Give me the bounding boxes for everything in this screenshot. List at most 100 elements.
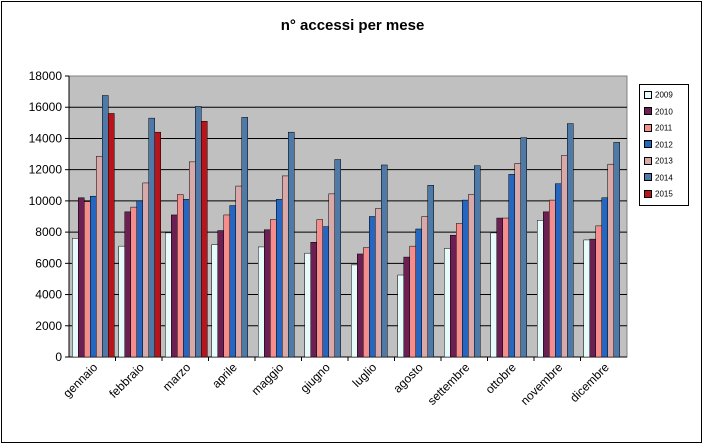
bar-2014-febbraio <box>148 117 155 358</box>
bar-2010-gennaio <box>78 197 85 358</box>
legend-swatch <box>644 156 652 165</box>
bar-2009-novembre <box>537 220 544 358</box>
legend-item-2013: 2013 <box>644 156 673 165</box>
bar-2013-dicembre <box>607 163 614 358</box>
legend-item-2011: 2011 <box>644 123 672 132</box>
legend-swatch <box>644 90 652 99</box>
bar-2014-ottobre <box>520 137 527 358</box>
bar-2010-febbraio <box>124 211 131 358</box>
legend-label: 2009 <box>655 90 673 100</box>
plot-area <box>68 75 628 358</box>
bar-2009-dicembre <box>583 239 590 358</box>
bar-2009-marzo <box>165 232 172 358</box>
bar-2011-gennaio <box>84 201 91 358</box>
legend-label: 2013 <box>655 156 673 166</box>
y-tick-label: 4000 <box>35 288 62 302</box>
bar-2013-ottobre <box>514 163 521 358</box>
bar-2013-febbraio <box>142 182 149 358</box>
bar-2013-novembre <box>561 155 568 358</box>
bar-2011-ottobre <box>502 217 509 358</box>
legend-label: 2012 <box>655 139 673 149</box>
x-tick-label: dicembre <box>567 360 612 405</box>
bar-2011-febbraio <box>130 206 137 358</box>
bar-2014-novembre <box>567 123 574 358</box>
y-tick-label: 6000 <box>35 256 62 270</box>
bar-2015-marzo <box>201 121 208 358</box>
bar-2011-marzo <box>177 194 184 358</box>
bar-2010-agosto <box>403 256 410 358</box>
bar-2010-giugno <box>310 242 317 358</box>
bar-2014-aprile <box>241 117 248 358</box>
bar-2012-luglio <box>369 216 376 358</box>
bar-2014-settembre <box>474 165 481 358</box>
legend-label: 2010 <box>655 106 673 116</box>
bar-2011-aprile <box>223 214 230 358</box>
legend-item-2012: 2012 <box>644 140 673 149</box>
y-tick-label: 10000 <box>29 194 63 208</box>
bar-2013-aprile <box>235 185 242 358</box>
legend-label: 2011 <box>655 123 673 133</box>
x-tick-label: maggio <box>249 360 287 398</box>
bar-2012-dicembre <box>601 197 608 358</box>
bar-2014-maggio <box>288 131 295 358</box>
legend-item-2014: 2014 <box>644 173 673 182</box>
bar-2009-febbraio <box>118 245 125 358</box>
legend: 2009 2010 2011 2012 2013 2014 2015 <box>639 84 689 206</box>
y-tick-label: 18000 <box>29 69 63 83</box>
bar-2013-maggio <box>282 175 289 358</box>
x-tick-label: novembre <box>518 360 566 408</box>
legend-label: 2015 <box>655 189 673 199</box>
bar-2012-aprile <box>229 205 236 358</box>
bar-2012-ottobre <box>508 174 515 358</box>
bar-2009-gennaio <box>72 238 79 358</box>
chart-title: n° accessi per mese <box>280 17 425 34</box>
bar-2014-giugno <box>334 159 341 358</box>
bar-2012-febbraio <box>136 200 143 358</box>
x-tick-label: settembre <box>425 360 473 408</box>
legend-item-2010: 2010 <box>644 107 673 116</box>
y-tick-label: 0 <box>55 350 62 364</box>
x-tick-label: aprile <box>209 360 240 391</box>
legend-item-2015: 2015 <box>644 189 673 198</box>
bar-2009-maggio <box>258 246 265 358</box>
bar-2013-giugno <box>328 193 335 358</box>
bar-2013-gennaio <box>96 156 103 358</box>
x-tick-label: marzo <box>160 360 194 394</box>
bar-2011-luglio <box>363 247 370 358</box>
bar-2013-agosto <box>421 216 428 358</box>
bar-2013-marzo <box>189 161 196 358</box>
bar-2014-dicembre <box>613 142 620 358</box>
bar-2012-gennaio <box>90 195 97 358</box>
y-tick-label: 16000 <box>29 100 63 114</box>
bar-2014-agosto <box>427 185 434 358</box>
x-tick-label: luglio <box>350 360 380 390</box>
bar-2009-settembre <box>444 248 451 358</box>
x-tick-label: gennaio <box>60 360 100 400</box>
bar-2013-settembre <box>468 194 475 358</box>
bar-2012-novembre <box>555 183 562 358</box>
legend-swatch <box>644 173 652 182</box>
bar-2014-gennaio <box>102 95 109 358</box>
bar-2010-dicembre <box>589 238 596 358</box>
bar-2010-ottobre <box>496 217 503 358</box>
bar-2012-agosto <box>415 228 422 358</box>
legend-swatch <box>644 107 652 116</box>
bar-2009-luglio <box>351 264 358 358</box>
bar-2010-marzo <box>171 214 178 358</box>
bar-2010-settembre <box>450 234 457 358</box>
bar-2012-maggio <box>276 199 283 358</box>
bar-2015-febbraio <box>154 131 161 358</box>
bar-2011-novembre <box>549 199 556 358</box>
x-tick-label: febbraio <box>106 360 147 401</box>
bar-2010-novembre <box>543 211 550 358</box>
bar-2009-aprile <box>211 244 218 358</box>
bar-2011-settembre <box>456 223 463 358</box>
x-tick-label: giugno <box>297 360 333 396</box>
y-tick-label: 8000 <box>35 225 62 239</box>
bar-2012-giugno <box>322 226 329 358</box>
bar-2014-luglio <box>381 164 388 358</box>
bar-2010-luglio <box>357 253 364 358</box>
bar-2011-dicembre <box>595 225 602 358</box>
legend-swatch <box>644 123 652 132</box>
